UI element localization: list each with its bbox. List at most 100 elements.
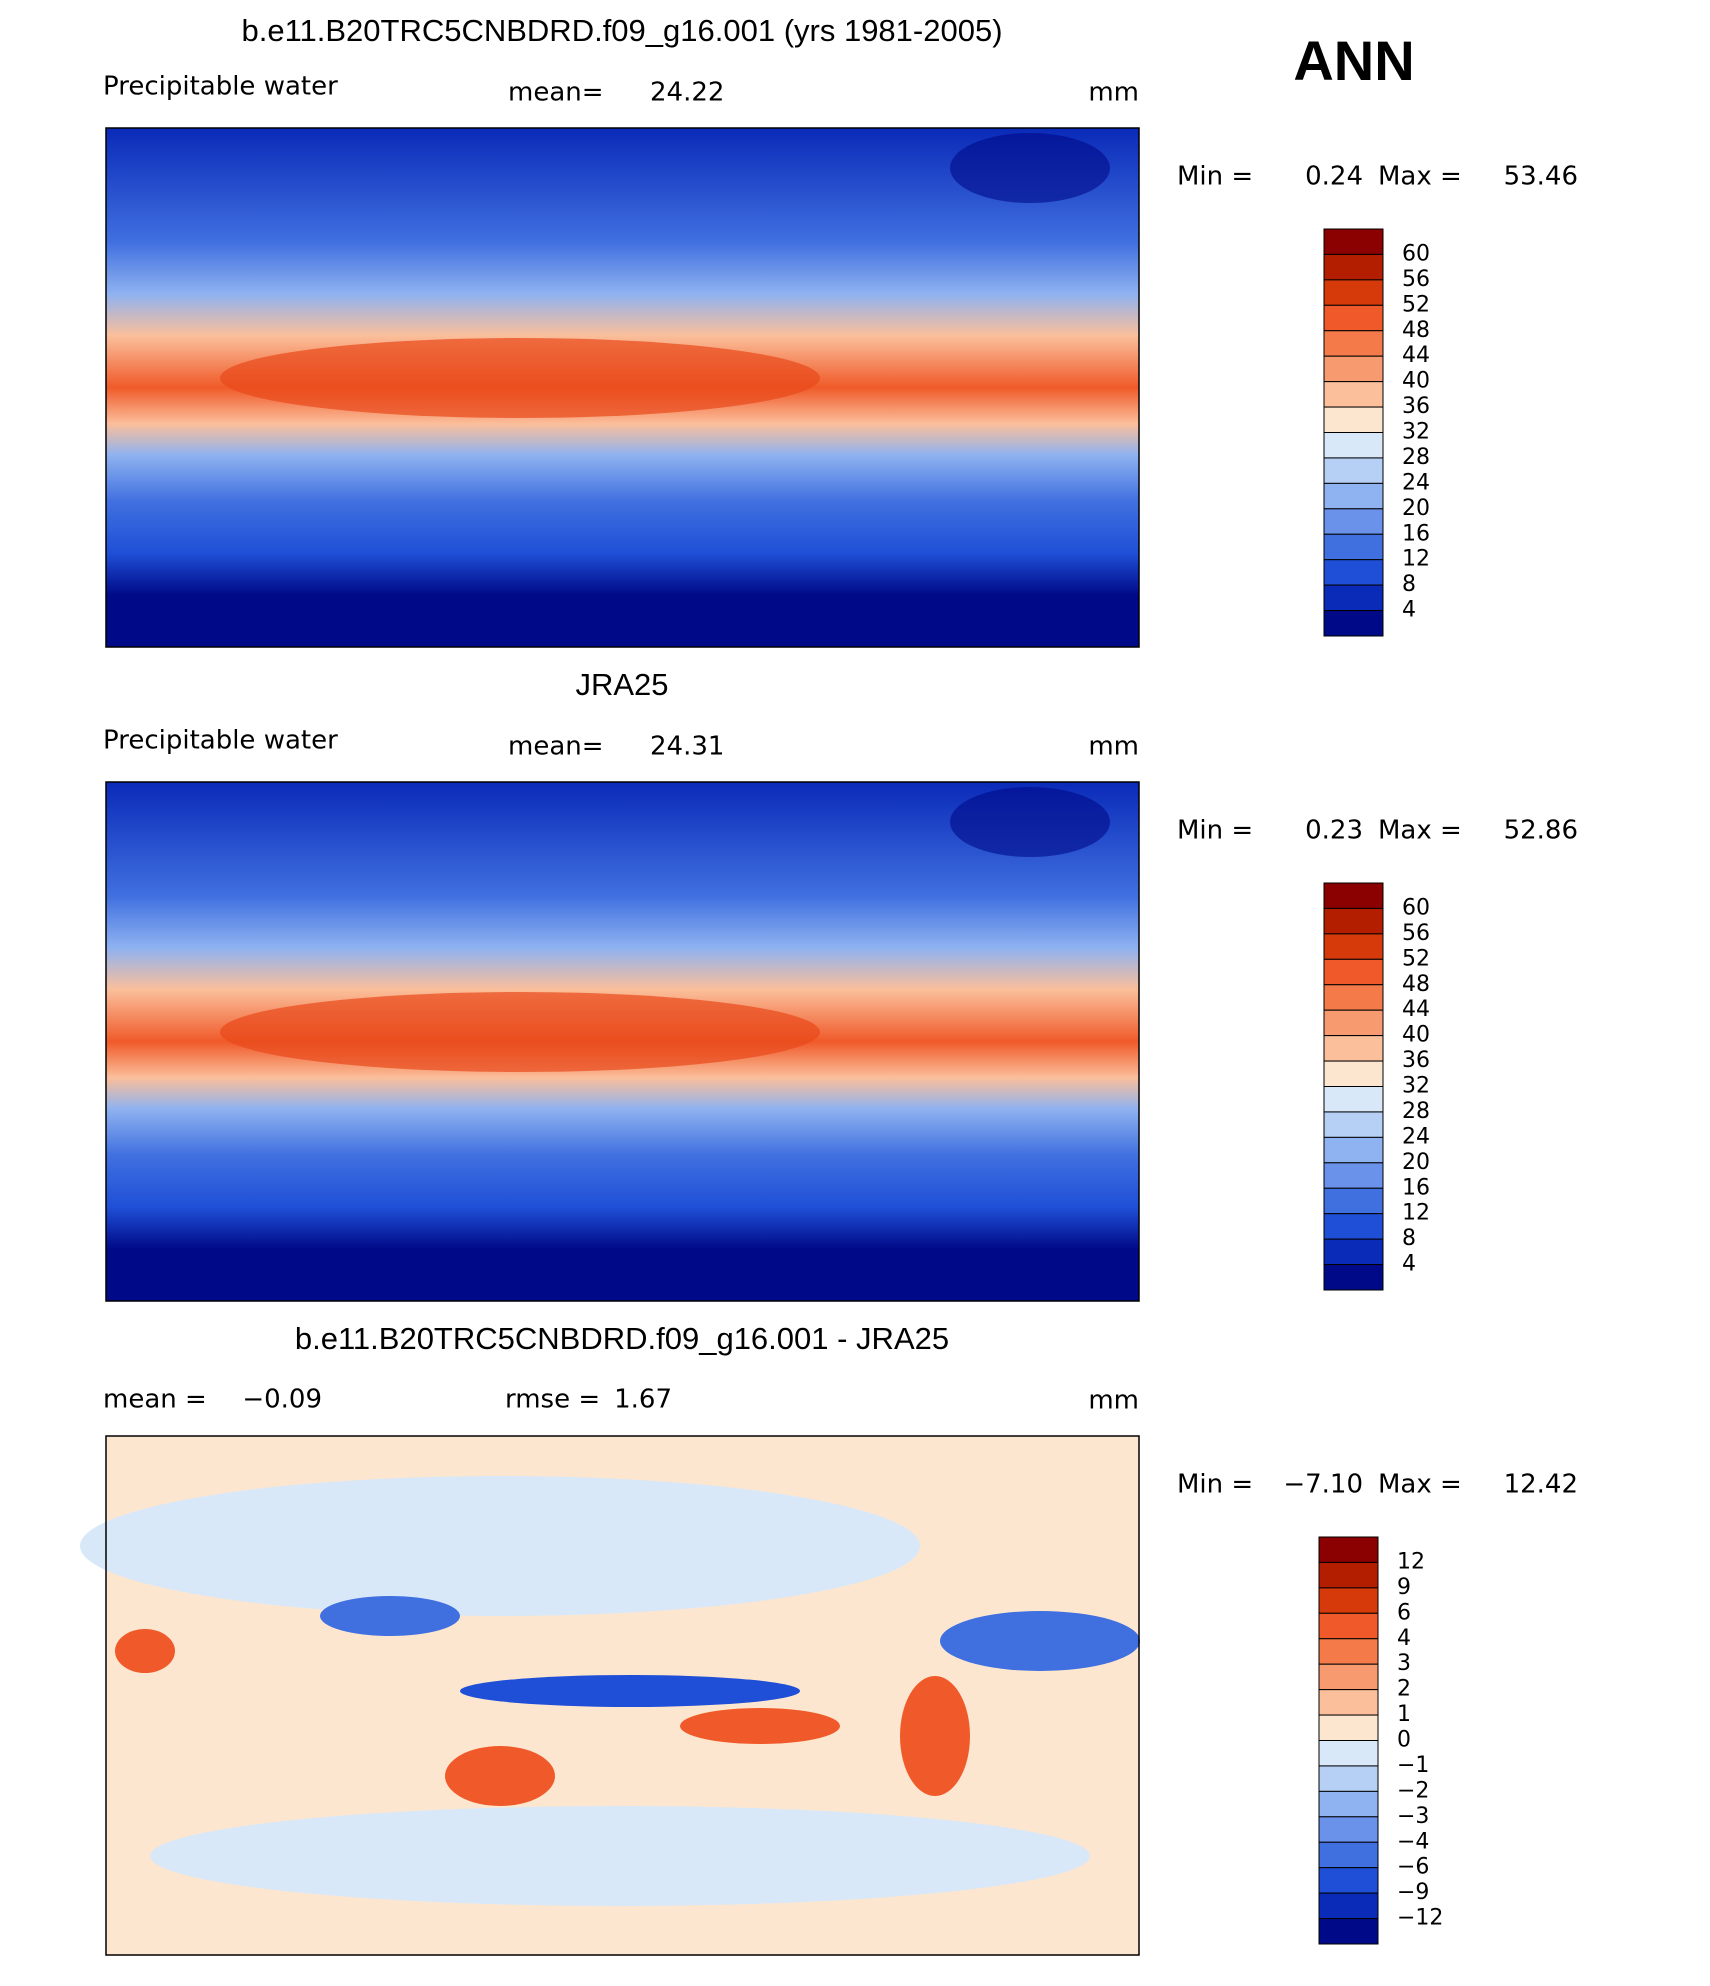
colorbar-label: 12 — [1402, 1201, 1430, 1226]
pos-blob — [115, 1629, 175, 1673]
colorbar-box — [1318, 1663, 1379, 1691]
colorbar-box — [1318, 1612, 1379, 1640]
neg-blob — [940, 1611, 1140, 1671]
colorbar-box — [1323, 381, 1384, 408]
max-value: 12.42 — [1504, 1470, 1578, 1500]
colorbar-label: 0 — [1397, 1728, 1411, 1753]
map-frame — [105, 127, 1140, 648]
colorbar-box — [1323, 406, 1384, 433]
season-title: ANN — [1293, 29, 1414, 92]
neg-blob — [460, 1675, 800, 1707]
colorbar-label: 8 — [1402, 572, 1416, 597]
colorbar-box — [1323, 882, 1384, 909]
warm-pool — [220, 338, 820, 418]
colorbar-label: 28 — [1402, 445, 1430, 470]
colorbar-label: 16 — [1402, 1175, 1430, 1200]
colorbar-box — [1323, 330, 1384, 357]
min-label: Min = — [1177, 816, 1253, 846]
colorbar-label: 44 — [1402, 343, 1430, 368]
stat-value: 24.31 — [650, 732, 724, 762]
stat-value: −0.09 — [242, 1385, 322, 1415]
colorbar-label: 4 — [1397, 1626, 1411, 1651]
colorbar-box — [1323, 958, 1384, 986]
colorbar-label: 12 — [1402, 547, 1430, 572]
max-value: 52.86 — [1504, 816, 1578, 846]
high-latitude — [950, 133, 1110, 203]
colorbar-box — [1323, 1213, 1384, 1240]
colorbar-box — [1323, 1035, 1384, 1062]
colorbar-box — [1323, 253, 1384, 281]
colorbar-box — [1318, 1892, 1379, 1920]
colorbar-box — [1323, 533, 1384, 561]
colorbar-label: 60 — [1402, 241, 1430, 266]
colorbar-box — [1323, 355, 1384, 383]
colorbar-label: 6 — [1397, 1600, 1411, 1625]
min-value: 0.23 — [1305, 816, 1363, 846]
pos-blob — [445, 1746, 555, 1806]
panel-title: b.e11.B20TRC5CNBDRD.f09_g16.001 - JRA25 — [295, 1321, 949, 1356]
map — [105, 127, 1140, 648]
colorbar-label: 12 — [1397, 1549, 1425, 1574]
colorbar-box — [1323, 559, 1384, 586]
colorbar-label: 48 — [1402, 972, 1430, 997]
colorbar-label: 1 — [1397, 1702, 1411, 1727]
colorbar-label: 2 — [1397, 1677, 1411, 1702]
colorbar-box — [1323, 1086, 1384, 1113]
colorbar-box — [1318, 1689, 1379, 1716]
variable-label: Precipitable water — [103, 72, 338, 102]
colorbar-label: 40 — [1402, 1023, 1430, 1048]
colorbar-label: 40 — [1402, 369, 1430, 394]
colorbar-box — [1323, 1264, 1384, 1291]
colorbar-box — [1323, 1238, 1384, 1266]
variable-label: Precipitable water — [103, 726, 338, 756]
colorbar-label: 3 — [1397, 1651, 1411, 1676]
colorbar-label: −1 — [1397, 1753, 1429, 1778]
map — [105, 781, 1140, 1302]
colorbar-box — [1323, 432, 1384, 459]
colorbar-label: 24 — [1402, 1124, 1430, 1149]
colorbar-box — [1323, 1111, 1384, 1138]
max-label: Max = — [1378, 816, 1462, 846]
colorbar-label: 52 — [1402, 292, 1430, 317]
colorbar-box — [1323, 1060, 1384, 1087]
map-frame — [105, 1435, 1140, 1956]
min-value: 0.24 — [1305, 162, 1363, 192]
stat-name: mean= — [508, 78, 604, 108]
colorbar-box — [1323, 610, 1384, 637]
stat-name: mean= — [508, 732, 604, 762]
colorbar-label: 48 — [1402, 318, 1430, 343]
colorbar-label: 36 — [1402, 1048, 1430, 1073]
colorbar-box — [1318, 1918, 1379, 1945]
max-label: Max = — [1378, 1470, 1462, 1500]
units: mm — [1088, 732, 1139, 762]
neg-band — [150, 1806, 1090, 1906]
units: mm — [1088, 1386, 1139, 1416]
colorbar-box — [1318, 1841, 1379, 1869]
colorbar-box — [1323, 1136, 1384, 1164]
units: mm — [1088, 78, 1139, 108]
stat-name: rmse = — [505, 1385, 600, 1415]
colorbar-box — [1323, 1187, 1384, 1215]
colorbar-box — [1318, 1867, 1379, 1894]
colorbar-box — [1323, 279, 1384, 306]
colorbar-box — [1323, 457, 1384, 484]
colorbar-label: −3 — [1397, 1804, 1429, 1829]
stat-name: mean = — [103, 1385, 207, 1415]
map — [80, 1435, 1140, 1956]
colorbar-label: 20 — [1402, 1150, 1430, 1175]
colorbar-box — [1318, 1740, 1379, 1767]
colorbar-box — [1323, 1009, 1384, 1037]
colorbar-box — [1323, 304, 1384, 332]
colorbar-label: 60 — [1402, 895, 1430, 920]
colorbar-box — [1318, 1638, 1379, 1665]
colorbar-box — [1323, 584, 1384, 612]
colorbar-box — [1323, 228, 1384, 255]
colorbar-label: 56 — [1402, 267, 1430, 292]
min-label: Min = — [1177, 162, 1253, 192]
colorbar-label: 32 — [1402, 1074, 1430, 1099]
colorbar-box — [1323, 482, 1384, 510]
colorbar-box — [1318, 1816, 1379, 1843]
colorbar-label: 36 — [1402, 394, 1430, 419]
colorbar-box — [1318, 1714, 1379, 1741]
